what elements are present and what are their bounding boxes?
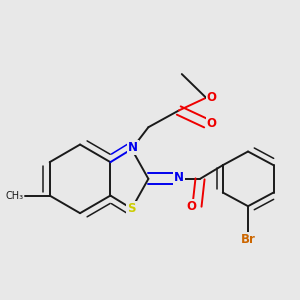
Text: O: O: [207, 117, 217, 130]
Text: CH₃: CH₃: [6, 190, 24, 201]
Text: S: S: [128, 202, 136, 215]
Text: Br: Br: [241, 233, 256, 246]
Text: N: N: [128, 141, 138, 154]
Text: N: N: [174, 171, 184, 184]
Text: O: O: [187, 200, 196, 213]
Text: O: O: [207, 91, 217, 104]
